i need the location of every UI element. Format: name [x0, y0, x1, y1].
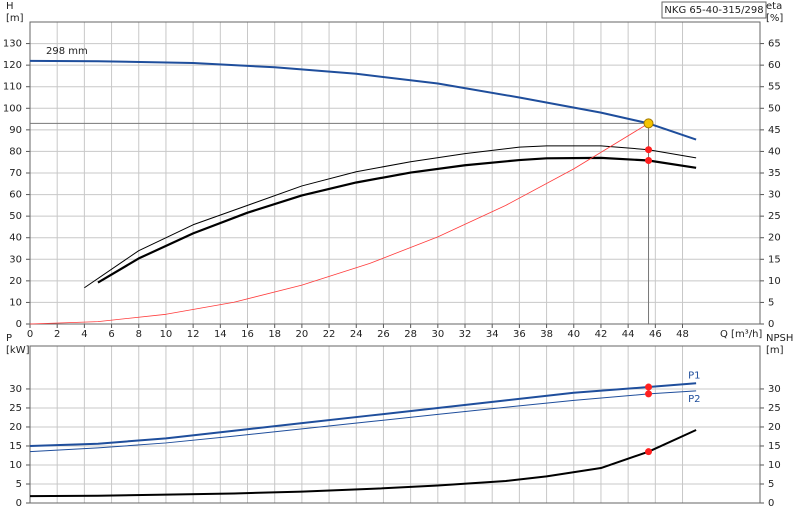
x-tick-label: 0 [27, 329, 33, 340]
y2-axis-label: [%] [766, 13, 783, 24]
operating-point [645, 383, 653, 391]
y-tick-label: 0 [16, 498, 22, 509]
y2-tick-label: 5 [768, 297, 774, 308]
series-label: P2 [688, 394, 700, 405]
y-tick-label: 50 [9, 211, 22, 222]
y2-tick-label: 55 [768, 82, 781, 93]
y2-tick-label: 5 [768, 479, 774, 490]
title-box [661, 1, 767, 19]
x-tick-label: 26 [377, 329, 390, 340]
y2-tick-label: 0 [768, 498, 774, 509]
x-tick-label: 14 [214, 329, 227, 340]
y-tick-label: 90 [9, 125, 22, 136]
x-tick-label: 16 [241, 329, 254, 340]
x-tick-label: 42 [595, 329, 608, 340]
y-tick-label: 10 [9, 460, 22, 471]
x-tick-label: 36 [513, 329, 526, 340]
chart-title: NKG 65-40-315/298 [664, 5, 763, 16]
y-tick-label: 110 [3, 82, 22, 93]
x-tick-label: 44 [622, 329, 635, 340]
y-tick-label: 30 [9, 384, 22, 395]
y-tick-label: 70 [9, 168, 22, 179]
y2-tick-label: 10 [768, 460, 781, 471]
y2-tick-label: 50 [768, 103, 781, 114]
operating-point [645, 390, 653, 398]
x-tick-label: 4 [81, 329, 87, 340]
y-tick-label: 120 [3, 60, 22, 71]
series-line [29, 59, 697, 141]
series-line [84, 145, 697, 289]
y-axis-label: [m] [6, 13, 24, 24]
plot-frame [29, 345, 761, 504]
y-tick-label: 15 [9, 441, 22, 452]
operating-point [645, 448, 653, 456]
y-axis-label: [kW] [6, 345, 30, 356]
series-line [29, 429, 697, 498]
x-tick-label: 12 [187, 329, 200, 340]
operating-point [643, 118, 654, 129]
y2-tick-label: 10 [768, 276, 781, 287]
y-tick-label: 5 [16, 479, 22, 490]
x-axis-label: Q [m³/h] [720, 329, 762, 340]
x-tick-label: 30 [431, 329, 444, 340]
x-tick-label: 2 [54, 329, 60, 340]
y2-tick-label: 15 [768, 441, 781, 452]
series-line [29, 123, 649, 325]
x-tick-label: 38 [540, 329, 553, 340]
y-tick-label: 10 [9, 297, 22, 308]
series-label: 298 mm [46, 46, 88, 57]
x-tick-label: 10 [160, 329, 173, 340]
y-tick-label: 80 [9, 146, 22, 157]
y2-tick-label: 65 [768, 39, 781, 50]
y2-tick-label: 40 [768, 146, 781, 157]
y-tick-label: 130 [3, 39, 22, 50]
y2-tick-label: 25 [768, 211, 781, 222]
x-tick-label: 40 [567, 329, 580, 340]
operating-point [645, 156, 653, 164]
y2-tick-label: 30 [768, 190, 781, 201]
y2-axis-label: eta [766, 1, 782, 12]
x-tick-label: 32 [459, 329, 472, 340]
x-tick-label: 28 [404, 329, 417, 340]
series-label: P1 [688, 370, 700, 381]
y2-tick-label: 45 [768, 125, 781, 136]
x-tick-label: 8 [136, 329, 142, 340]
series-line [29, 390, 697, 453]
operating-point [645, 146, 653, 154]
y2-tick-label: 20 [768, 233, 781, 244]
y2-axis-label: NPSH [766, 333, 793, 344]
y-axis-label: H [6, 1, 14, 12]
y-tick-label: 100 [3, 103, 22, 114]
y2-tick-label: 60 [768, 60, 781, 71]
y-tick-label: 0 [16, 319, 22, 330]
x-tick-label: 22 [323, 329, 336, 340]
y2-axis-label: [m] [766, 345, 784, 356]
x-tick-label: 20 [296, 329, 309, 340]
y-tick-label: 30 [9, 254, 22, 265]
x-tick-label: 34 [486, 329, 499, 340]
y-tick-label: 25 [9, 403, 22, 414]
y2-tick-label: 25 [768, 403, 781, 414]
y2-tick-label: 20 [768, 422, 781, 433]
y-tick-label: 60 [9, 190, 22, 201]
y2-tick-label: 15 [768, 254, 781, 265]
x-tick-label: 48 [676, 329, 689, 340]
series-line [97, 156, 697, 284]
x-tick-label: 6 [108, 329, 114, 340]
y2-tick-label: 35 [768, 168, 781, 179]
y2-tick-label: 0 [768, 319, 774, 330]
series-line [29, 382, 697, 447]
y2-tick-label: 30 [768, 384, 781, 395]
y-tick-label: 20 [9, 422, 22, 433]
x-tick-label: 18 [268, 329, 281, 340]
y-axis-label: P [6, 333, 12, 344]
x-tick-label: 46 [649, 329, 662, 340]
x-tick-label: 24 [350, 329, 363, 340]
y-tick-label: 40 [9, 233, 22, 244]
plot-frame [29, 21, 761, 325]
y-tick-label: 20 [9, 276, 22, 287]
